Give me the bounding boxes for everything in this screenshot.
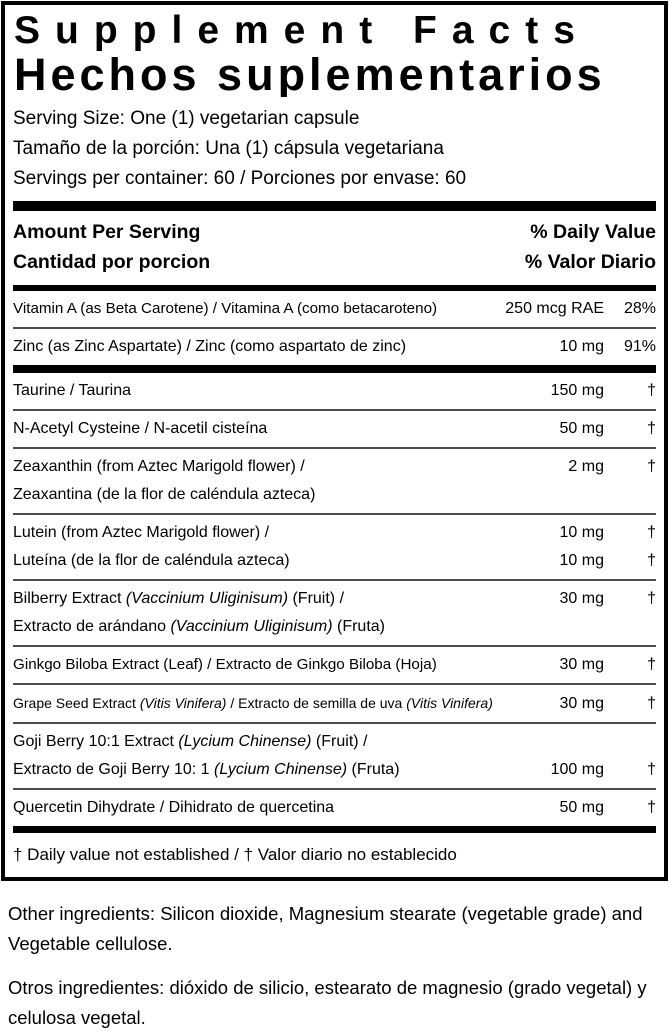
- amount-header-en: Amount Per Serving: [13, 220, 201, 243]
- ingredient-daily-value: 91%: [623, 337, 656, 355]
- ingredient-name: Goji Berry 10:1 Extract (Lycium Chinense…: [13, 732, 368, 750]
- ingredient-name: Zinc (as Zinc Aspartate) / Zinc (como as…: [13, 337, 407, 355]
- serving-size-line-es: Tamaño de la porción: Una (1) cápsula ve…: [13, 137, 444, 159]
- ingredient-row: N-Acetyl Cysteine / N-acetil cisteína 50 …: [13, 408, 656, 447]
- heavy-rule-footnote: [13, 825, 656, 833]
- ingredient-name: Vitamin A (as Beta Carotene) / Vitamina …: [13, 299, 438, 317]
- ingredient-name: Lutein (from Aztec Marigold flower) /: [13, 523, 270, 541]
- ingredient-line: Extracto de Goji Berry 10: 1 (Lycium Chi…: [13, 756, 656, 784]
- servings-per-container-line: Servings per container: 60 / Porciones p…: [13, 167, 467, 189]
- ingredient-sections: Vitamin A (as Beta Carotene) / Vitamina …: [13, 291, 656, 826]
- ingredient-amount: 30 mg: [559, 694, 604, 712]
- heavy-rule-header: [13, 284, 656, 291]
- ingredient-daily-value: †: [647, 523, 656, 541]
- column-header: Amount Per Serving Cantidad por porcion …: [13, 211, 656, 285]
- ingredient-line: Quercetin Dihydrate / Dihidrato de querc…: [13, 794, 656, 822]
- ingredient-line: Zinc (as Zinc Aspartate) / Zinc (como as…: [13, 333, 656, 361]
- ingredient-daily-value: †: [647, 419, 656, 437]
- ingredient-section: Taurine / Taurina 150 mg † N-Acetyl Cystein…: [13, 373, 656, 826]
- ingredient-line: Grape Seed Extract (Vitis Vinifera) / Ex…: [13, 689, 656, 718]
- ingredient-line: Ginkgo Biloba Extract (Leaf) / Extracto …: [13, 651, 656, 679]
- ingredient-daily-value: 28%: [623, 299, 656, 317]
- serving-size-line: Serving Size: One (1) vegetarian capsule: [13, 107, 360, 129]
- ingredient-daily-value: †: [647, 457, 656, 475]
- ingredient-name: N-Acetyl Cysteine / N-acetil cisteína: [13, 419, 268, 437]
- ingredient-name: Luteína (de la flor de caléndula azteca): [13, 551, 290, 569]
- ingredient-line: N-Acetyl Cysteine / N-acetil cisteína 50 …: [13, 415, 656, 443]
- ingredient-line: Extracto de arándano (Vaccinium Uliginis…: [13, 613, 656, 641]
- ingredient-row: Taurine / Taurina 150 mg †: [13, 373, 656, 409]
- daily-value-header-en: % Daily Value: [530, 220, 656, 243]
- section-divider-rule: [13, 364, 656, 373]
- ingredient-line: Vitamin A (as Beta Carotene) / Vitamina …: [13, 295, 656, 323]
- ingredient-line: Taurine / Taurina 150 mg †: [13, 377, 656, 405]
- amount-per-serving-header: Amount Per Serving Cantidad por porcion: [13, 217, 210, 277]
- supplement-facts-panel: Supplement Facts Hechos suplementarios S…: [1, 1, 668, 881]
- ingredient-daily-value: †: [647, 551, 656, 569]
- ingredient-daily-value: †: [647, 760, 656, 778]
- ingredient-daily-value: †: [647, 798, 656, 816]
- ingredient-row: Zinc (as Zinc Aspartate) / Zinc (como as…: [13, 326, 656, 365]
- ingredient-amount: 250 mcg RAE: [505, 299, 604, 317]
- ingredient-name: Zeaxantina (de la flor de caléndula azte…: [13, 485, 316, 503]
- ingredient-name: Extracto de arándano (Vaccinium Uliginis…: [13, 617, 385, 635]
- ingredient-line: Zeaxantina (de la flor de caléndula azte…: [13, 481, 656, 509]
- ingredient-amount: 10 mg: [559, 523, 604, 541]
- ingredient-name: Ginkgo Biloba Extract (Leaf) / Extracto …: [13, 655, 437, 673]
- ingredient-name: Taurine / Taurina: [13, 381, 131, 399]
- ingredient-amount: 50 mg: [559, 419, 604, 437]
- ingredient-section: Vitamin A (as Beta Carotene) / Vitamina …: [13, 291, 656, 365]
- ingredient-amount: 10 mg: [559, 551, 604, 569]
- ingredient-daily-value: †: [647, 694, 656, 712]
- ingredient-line: Goji Berry 10:1 Extract (Lycium Chinense…: [13, 728, 656, 756]
- amount-header-es: Cantidad por porcion: [13, 250, 211, 273]
- ingredient-daily-value: †: [647, 655, 656, 673]
- ingredient-amount: 30 mg: [559, 655, 604, 673]
- ingredient-daily-value: †: [647, 381, 656, 399]
- daily-value-header: % Daily Value % Valor Diario: [525, 217, 656, 277]
- ingredient-amount: 50 mg: [559, 798, 604, 816]
- panel-title-en: Supplement Facts: [14, 11, 590, 51]
- ingredient-row: Lutein (from Aztec Marigold flower) / 10 …: [13, 512, 656, 579]
- ingredient-daily-value: †: [647, 589, 656, 607]
- ingredient-amount: 150 mg: [550, 381, 604, 399]
- ingredient-line: Zeaxanthin (from Aztec Marigold flower) …: [13, 453, 656, 481]
- ingredient-row: Bilberry Extract (Vaccinium Uliginisum) …: [13, 578, 656, 645]
- ingredient-row: Ginkgo Biloba Extract (Leaf) / Extracto …: [13, 644, 656, 683]
- serving-info: Serving Size: One (1) vegetarian capsule…: [13, 104, 656, 194]
- ingredient-name: Extracto de Goji Berry 10: 1 (Lycium Chi…: [13, 760, 400, 778]
- ingredient-amount: 2 mg: [568, 457, 604, 475]
- ingredient-row: Quercetin Dihydrate / Dihidrato de querc…: [13, 787, 656, 826]
- ingredient-amount: 10 mg: [559, 337, 604, 355]
- ingredient-amount: 100 mg: [550, 760, 604, 778]
- ingredient-row: Vitamin A (as Beta Carotene) / Vitamina …: [13, 291, 656, 327]
- other-ingredients-en: Other ingredients: Silicon dioxide, Magn…: [8, 902, 643, 954]
- ingredient-amount: 30 mg: [559, 589, 604, 607]
- panel-title-es: Hechos suplementarios: [14, 51, 606, 97]
- other-ingredients-es: Otros ingredientes: dióxido de silicio, …: [8, 976, 647, 1028]
- ingredient-name: Zeaxanthin (from Aztec Marigold flower) …: [13, 457, 305, 475]
- ingredient-row: Zeaxanthin (from Aztec Marigold flower) …: [13, 446, 656, 513]
- daily-value-footnote: † Daily value not established / † Valor …: [13, 844, 457, 864]
- ingredient-name: Bilberry Extract (Vaccinium Uliginisum) …: [13, 589, 345, 607]
- below-panel-text: Other ingredients: Silicon dioxide, Magn…: [0, 882, 669, 1033]
- ingredient-line: Luteína (de la flor de caléndula azteca)…: [13, 547, 656, 575]
- daily-value-header-es: % Valor Diario: [524, 250, 656, 273]
- heavy-rule-top: [13, 200, 656, 211]
- ingredient-line: Lutein (from Aztec Marigold flower) / 10 …: [13, 519, 656, 547]
- ingredient-row: Grape Seed Extract (Vitis Vinifera) / Ex…: [13, 682, 656, 722]
- ingredient-row: Goji Berry 10:1 Extract (Lycium Chinense…: [13, 721, 656, 788]
- ingredient-line: Bilberry Extract (Vaccinium Uliginisum) …: [13, 585, 656, 613]
- ingredient-name: Quercetin Dihydrate / Dihidrato de querc…: [13, 798, 335, 816]
- ingredient-name: Grape Seed Extract (Vitis Vinifera) / Ex…: [13, 694, 493, 711]
